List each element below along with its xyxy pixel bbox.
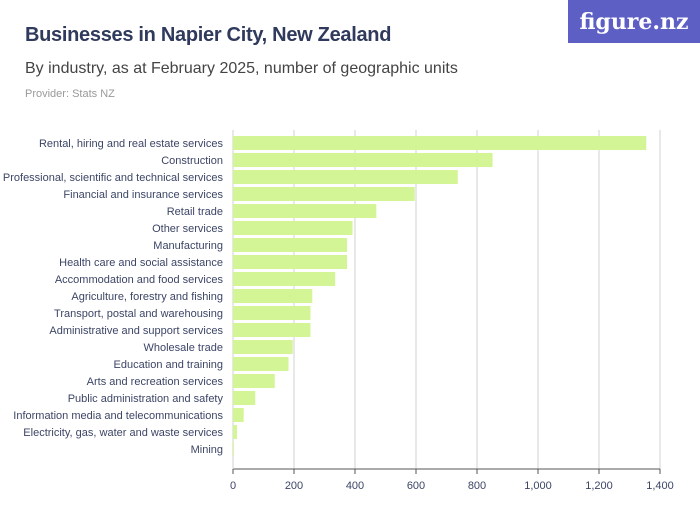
bar bbox=[233, 153, 493, 167]
x-tick-label: 400 bbox=[346, 480, 364, 492]
category-label: Rental, hiring and real estate services bbox=[39, 138, 224, 150]
category-label: Electricity, gas, water and waste servic… bbox=[23, 427, 223, 439]
bar bbox=[233, 323, 311, 337]
bar bbox=[233, 306, 311, 320]
x-tick-label: 200 bbox=[285, 480, 303, 492]
category-label: Other services bbox=[152, 223, 223, 235]
category-label: Wholesale trade bbox=[144, 342, 224, 354]
bar bbox=[233, 374, 275, 388]
chart-title: Businesses in Napier City, New Zealand bbox=[25, 24, 392, 46]
category-label: Mining bbox=[191, 444, 223, 456]
category-label: Administrative and support services bbox=[49, 325, 223, 337]
x-tick-label: 1,200 bbox=[585, 480, 613, 492]
chart-subtitle: By industry, as at February 2025, number… bbox=[25, 60, 458, 77]
bar bbox=[233, 340, 293, 354]
category-label: Agriculture, forestry and fishing bbox=[71, 291, 223, 303]
bar bbox=[233, 204, 377, 218]
bar bbox=[233, 136, 647, 150]
x-tick-label: 0 bbox=[230, 480, 236, 492]
bar bbox=[233, 408, 244, 422]
category-label: Retail trade bbox=[167, 206, 223, 218]
x-tick-label: 800 bbox=[468, 480, 486, 492]
category-label: Information media and telecommunications bbox=[13, 410, 223, 422]
bar bbox=[233, 170, 458, 184]
bar bbox=[233, 391, 256, 405]
bar bbox=[233, 442, 234, 456]
x-tick-label: 1,000 bbox=[524, 480, 552, 492]
category-label: Education and training bbox=[114, 359, 223, 371]
category-label: Manufacturing bbox=[153, 240, 223, 252]
category-label: Accommodation and food services bbox=[55, 274, 224, 286]
bar bbox=[233, 187, 415, 201]
category-label: Professional, scientific and technical s… bbox=[3, 172, 224, 184]
category-label: Transport, postal and warehousing bbox=[54, 308, 223, 320]
bar bbox=[233, 272, 336, 286]
x-tick-label: 1,400 bbox=[646, 480, 674, 492]
bar bbox=[233, 238, 348, 252]
bar bbox=[233, 221, 353, 235]
bar bbox=[233, 357, 289, 371]
provider-text: Provider: Stats NZ bbox=[25, 88, 115, 100]
category-label: Financial and insurance services bbox=[63, 189, 223, 201]
category-label: Arts and recreation services bbox=[87, 376, 224, 388]
category-label: Health care and social assistance bbox=[59, 257, 223, 269]
bar bbox=[233, 289, 313, 303]
bar bbox=[233, 255, 348, 269]
category-label: Construction bbox=[161, 155, 223, 167]
x-tick-label: 600 bbox=[407, 480, 425, 492]
bar bbox=[233, 425, 237, 439]
category-label: Public administration and safety bbox=[68, 393, 224, 405]
figure-nz-logo[interactable]: figure.nz bbox=[568, 0, 700, 43]
